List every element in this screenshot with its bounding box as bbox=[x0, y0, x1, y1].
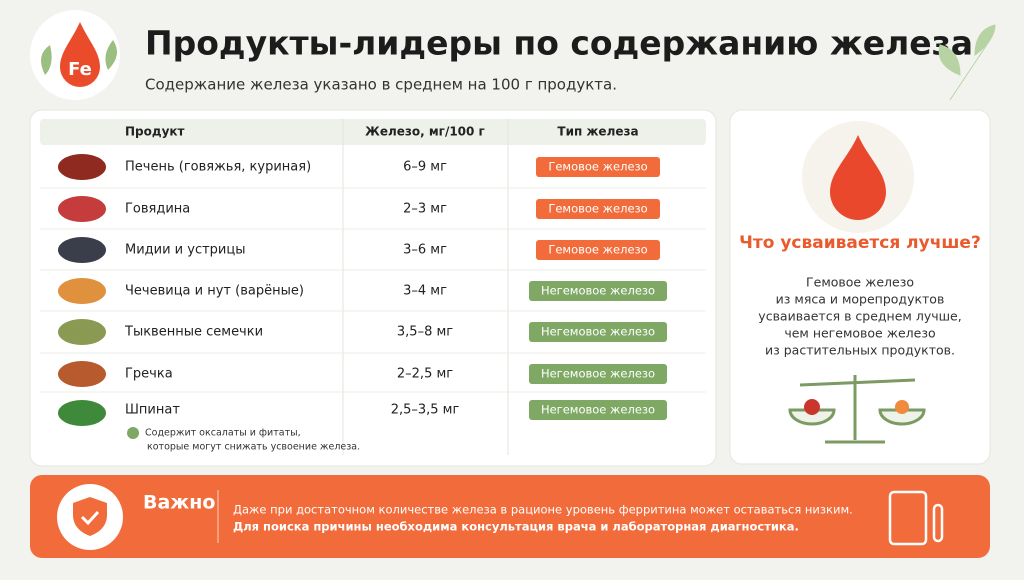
iron-amount: 3,5–8 мг bbox=[397, 325, 453, 340]
side-text: чем негемовое железо bbox=[784, 326, 935, 341]
product-name: Мидии и устрицы bbox=[125, 243, 246, 258]
food-icon bbox=[58, 278, 106, 304]
iron-type-badge bbox=[529, 281, 667, 301]
info-icon bbox=[127, 427, 139, 439]
column-header: Продукт bbox=[125, 125, 185, 139]
check bbox=[80, 510, 100, 526]
product-name: Гречка bbox=[125, 367, 173, 382]
decor-leaves bbox=[938, 24, 996, 101]
logo-text: Fe bbox=[68, 59, 92, 80]
side-text: из растительных продуктов. bbox=[765, 343, 955, 358]
table-header bbox=[40, 119, 706, 145]
iron-type-badge bbox=[536, 240, 660, 260]
iron-amount: 3–4 мг bbox=[403, 284, 447, 299]
food-icon bbox=[58, 319, 106, 345]
iron-amount: 2,5–3,5 мг bbox=[391, 403, 460, 418]
iron-type-badge bbox=[536, 157, 660, 177]
iron-type-badge bbox=[529, 364, 667, 384]
product-name: Печень (говяжья, куриная) bbox=[125, 160, 311, 175]
subtitle: Содержание железа указано в среднем на 1… bbox=[145, 76, 617, 94]
tube-icon bbox=[932, 503, 944, 543]
iron-amount: 2–2,5 мг bbox=[397, 367, 453, 382]
column-header: Железо, мг/100 г bbox=[365, 125, 485, 139]
iron-type: Негемовое железо bbox=[541, 367, 655, 381]
drop bbox=[830, 135, 886, 220]
iron-type: Негемовое железо bbox=[541, 284, 655, 298]
food-icon bbox=[58, 154, 106, 180]
iron-type-badge bbox=[536, 199, 660, 219]
product-name: Шпинат bbox=[125, 403, 180, 418]
product-name: Говядина bbox=[125, 202, 190, 217]
important-label: Важно bbox=[143, 492, 215, 514]
title: Продукты-лидеры по содержанию железа bbox=[145, 24, 973, 63]
iron-type-badge bbox=[529, 322, 667, 342]
iron-type: Гемовое железо bbox=[548, 243, 647, 257]
side-text: Гемовое железо bbox=[806, 275, 914, 290]
side-card bbox=[729, 109, 991, 465]
note: Содержит оксалаты и фитаты, bbox=[145, 428, 301, 439]
clipboard-icon bbox=[888, 490, 928, 546]
side-text: из мяса и морепродуктов bbox=[776, 292, 945, 307]
iron-amount: 2–3 мг bbox=[403, 202, 447, 217]
important-banner bbox=[30, 475, 990, 558]
iron-type: Гемовое железо bbox=[548, 160, 647, 174]
side-text: усваивается в среднем лучше, bbox=[758, 309, 961, 324]
food-icon bbox=[58, 237, 106, 263]
food-icon bbox=[58, 361, 106, 387]
iron-amount: 6–9 мг bbox=[403, 160, 447, 175]
iron-type: Гемовое железо bbox=[548, 202, 647, 216]
side-heading: Что усваивается лучше? bbox=[739, 233, 981, 253]
food-icon bbox=[58, 196, 106, 222]
product-name: Тыквенные семечки bbox=[124, 325, 263, 340]
iron-amount: 3–6 мг bbox=[403, 243, 447, 258]
column-header: Тип железа bbox=[557, 125, 638, 139]
scales bbox=[788, 375, 926, 444]
important-text: Даже при достаточном количестве железа в… bbox=[233, 503, 853, 517]
iron-type: Негемовое железо bbox=[541, 325, 655, 339]
food-icon bbox=[58, 400, 106, 426]
iron-type-badge bbox=[529, 400, 667, 420]
iron-type: Негемовое железо bbox=[541, 403, 655, 417]
product-name: Чечевица и нут (варёные) bbox=[125, 284, 304, 299]
logo-drop bbox=[60, 22, 100, 87]
note: которые могут снижать усвоение железа. bbox=[147, 442, 360, 453]
shield bbox=[73, 497, 107, 536]
important-text: Для поиска причины необходима консультац… bbox=[233, 520, 799, 534]
